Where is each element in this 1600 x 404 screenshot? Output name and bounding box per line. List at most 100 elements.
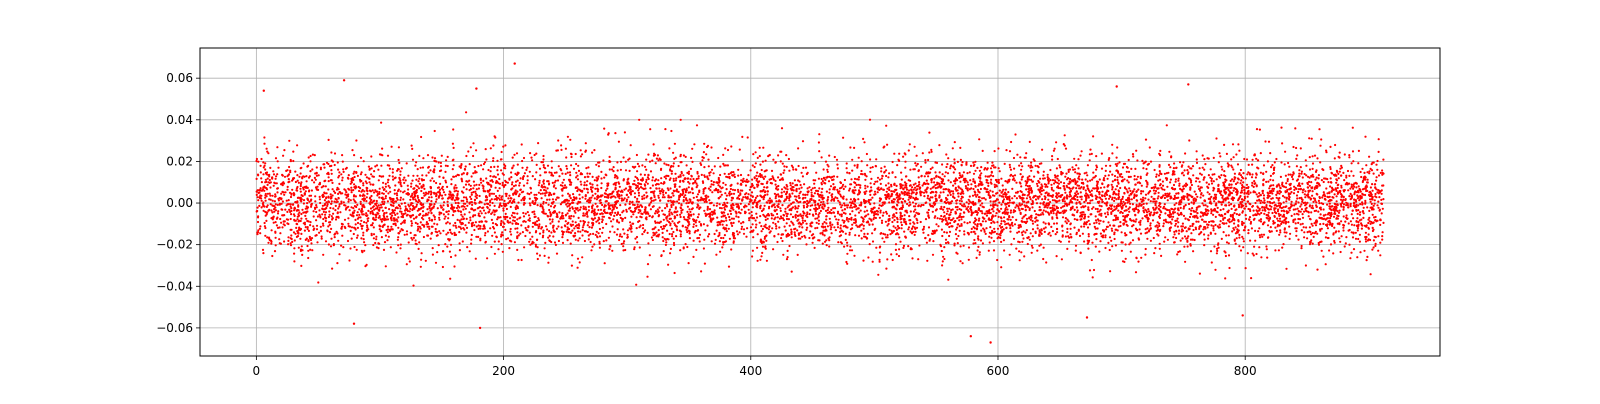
data-point — [1206, 205, 1208, 207]
data-point — [432, 226, 434, 228]
data-point — [1379, 224, 1381, 226]
data-point — [744, 211, 746, 213]
data-point — [941, 229, 943, 231]
data-point — [1145, 161, 1147, 163]
data-point — [601, 182, 603, 184]
data-point — [1112, 219, 1114, 221]
data-point — [378, 196, 380, 198]
data-point — [1202, 228, 1204, 230]
data-point — [1196, 162, 1198, 164]
data-point — [1265, 171, 1267, 173]
data-point — [1312, 243, 1314, 245]
data-point — [1180, 240, 1182, 242]
data-point — [1282, 243, 1284, 245]
data-point — [1352, 175, 1354, 177]
data-point — [945, 197, 947, 199]
data-point — [1355, 210, 1357, 212]
data-point — [862, 138, 864, 140]
data-point — [1183, 207, 1185, 209]
data-point — [1107, 211, 1109, 213]
data-point — [433, 180, 435, 182]
data-point — [347, 223, 349, 225]
data-point — [485, 148, 487, 150]
data-point — [1225, 222, 1227, 224]
data-point — [314, 154, 316, 156]
data-point — [979, 251, 981, 253]
data-point — [399, 174, 401, 176]
data-point — [363, 241, 365, 243]
data-point — [1069, 178, 1071, 180]
data-point — [911, 257, 913, 259]
data-point — [478, 214, 480, 216]
data-point — [264, 162, 266, 164]
data-point — [1258, 246, 1260, 248]
data-point — [802, 194, 804, 196]
data-point — [271, 255, 273, 257]
data-point — [783, 191, 785, 193]
data-point — [1146, 238, 1148, 240]
data-point — [860, 210, 862, 212]
data-point — [564, 184, 566, 186]
data-point — [1285, 232, 1287, 234]
data-point — [806, 194, 808, 196]
data-point — [1340, 251, 1342, 253]
data-point — [1092, 172, 1094, 174]
data-point — [277, 210, 279, 212]
data-point — [977, 249, 979, 251]
data-point — [1248, 164, 1250, 166]
data-point — [974, 223, 976, 225]
data-point — [266, 148, 268, 150]
data-point — [1155, 190, 1157, 192]
data-point — [1222, 201, 1224, 203]
data-point — [385, 195, 387, 197]
data-point — [947, 279, 949, 281]
data-point — [756, 172, 758, 174]
data-point — [358, 208, 360, 210]
data-point — [645, 169, 647, 171]
data-point — [866, 164, 868, 166]
data-point — [1318, 244, 1320, 246]
data-point — [735, 211, 737, 213]
data-point — [957, 242, 959, 244]
data-point — [680, 119, 682, 121]
data-point — [1159, 150, 1161, 152]
data-point — [741, 228, 743, 230]
data-point — [543, 164, 545, 166]
data-point — [609, 245, 611, 247]
data-point — [338, 205, 340, 207]
data-point — [1336, 195, 1338, 197]
data-point — [909, 143, 911, 145]
data-point — [1315, 201, 1317, 203]
data-point — [278, 199, 280, 201]
data-point — [757, 233, 759, 235]
data-point — [256, 194, 258, 196]
data-point — [439, 183, 441, 185]
data-point — [1088, 233, 1090, 235]
data-point — [818, 150, 820, 152]
data-point — [338, 171, 340, 173]
data-point — [978, 220, 980, 222]
data-point — [1021, 241, 1023, 243]
data-point — [786, 215, 788, 217]
data-point — [612, 190, 614, 192]
data-point — [874, 181, 876, 183]
data-point — [1070, 209, 1072, 211]
data-point — [570, 164, 572, 166]
data-point — [848, 189, 850, 191]
data-point — [1043, 201, 1045, 203]
data-point — [940, 206, 942, 208]
data-point — [442, 230, 444, 232]
data-point — [441, 195, 443, 197]
data-point — [1032, 228, 1034, 230]
data-point — [385, 212, 387, 214]
data-point — [830, 228, 832, 230]
data-point — [805, 243, 807, 245]
data-point — [423, 188, 425, 190]
data-point — [322, 225, 324, 227]
data-point — [1043, 209, 1045, 211]
data-point — [981, 212, 983, 214]
data-point — [1058, 200, 1060, 202]
data-point — [1095, 208, 1097, 210]
data-point — [1128, 159, 1130, 161]
data-point — [733, 222, 735, 224]
